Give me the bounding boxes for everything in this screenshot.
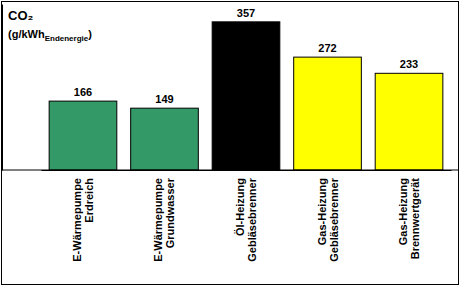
y-axis: [2, 5, 3, 171]
x-tick-label: E-WärmepumpeErdreich: [71, 178, 95, 262]
x-axis: E-WärmepumpeErdreichE-WärmepumpeGrundwas…: [42, 170, 452, 262]
y-label-sub: Endenergie: [45, 34, 89, 43]
x-tick: E-WärmepumpeGrundwasser: [152, 170, 176, 262]
data-label: 357: [237, 7, 255, 19]
data-label: 166: [74, 86, 92, 98]
x-tick-label-line: Gas-Heizung: [397, 178, 409, 245]
frame: [2, 2, 459, 285]
x-tick: E-WärmepumpeErdreich: [71, 170, 95, 262]
data-label: 272: [318, 42, 336, 54]
x-tick: Gas-HeizungGebläsebrenner: [316, 170, 340, 262]
x-tick-label-line: Öl-Heizung: [234, 178, 246, 236]
y-label-part: ): [88, 28, 92, 40]
x-tick: Gas-HeizungBrennwertgerät: [397, 170, 421, 259]
x-tick-label-line: Gebläsebrenner: [328, 177, 340, 261]
x-tick-label-line: E-Wärmepumpe: [152, 178, 164, 262]
x-axis-line: [42, 170, 452, 171]
x-tick-label: Gas-HeizungGebläsebrenner: [316, 177, 340, 261]
x-tick-label-line: Grundwasser: [164, 177, 176, 248]
y-axis-line: [2, 5, 3, 171]
baseline: [2, 170, 458, 171]
bar: [49, 101, 117, 170]
x-tick: Öl-HeizungGebläsebrenner: [234, 170, 258, 262]
bar: [131, 108, 199, 170]
y-label: (g/kWhEndenergie): [8, 28, 92, 43]
x-tick-label: Öl-HeizungGebläsebrenner: [234, 177, 258, 261]
x-tick-label-line: E-Wärmepumpe: [71, 178, 83, 262]
bar: [375, 73, 443, 170]
x-tick-label: Gas-HeizungBrennwertgerät: [397, 178, 421, 260]
x-tick-label: E-WärmepumpeGrundwasser: [152, 177, 176, 261]
title: CO₂: [8, 8, 34, 23]
x-tick-label-line: Gebläsebrenner: [246, 177, 258, 261]
data-label: 149: [155, 93, 173, 105]
x-tick-label-line: Gas-Heizung: [316, 178, 328, 245]
data-labels: 166 149 357 272 233: [74, 7, 418, 105]
x-tick-label-line: Erdreich: [83, 178, 95, 223]
chart: CO₂ (g/kWhEndenergie) 166 149 357 272 233 E-Wär…: [0, 0, 460, 286]
bar: [212, 22, 280, 170]
y-label-part: (g/kWh: [8, 28, 45, 40]
x-tick-label-line: Brennwertgerät: [409, 178, 421, 260]
bars: [49, 22, 443, 170]
bar: [294, 57, 362, 170]
data-label: 233: [400, 58, 418, 70]
